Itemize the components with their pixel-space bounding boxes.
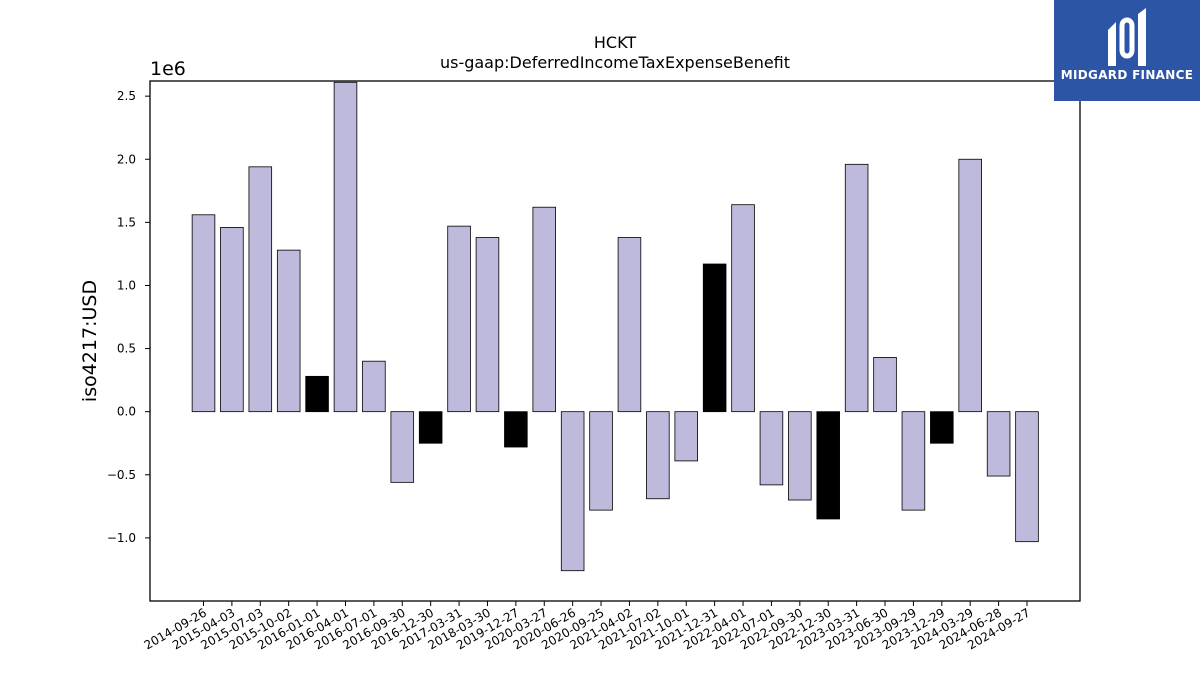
bar-2021-12-31 — [702, 263, 727, 413]
bar-2015-10-02 — [276, 249, 301, 413]
bars-group — [191, 81, 1039, 572]
bar-2019-12-27 — [504, 411, 528, 448]
bar-2021-04-02 — [617, 237, 642, 413]
bar-2024-09-27 — [1015, 411, 1039, 543]
brand-logo: MIDGARD FINANCE — [1054, 0, 1200, 101]
plot-frame — [149, 80, 1081, 602]
bar-2016-01-01 — [305, 375, 329, 413]
bar-2021-07-02 — [646, 411, 670, 500]
bar-2014-09-26 — [191, 214, 216, 413]
y-tick-label: −1.0 — [107, 531, 136, 545]
brand-name: MIDGARD FINANCE — [1060, 68, 1194, 82]
bar-2018-03-30 — [475, 237, 500, 413]
bar-2015-04-03 — [220, 227, 244, 413]
bar-2016-07-01 — [362, 360, 386, 413]
bar-2024-06-28 — [986, 411, 1011, 477]
y-tick-label: 1.0 — [117, 278, 136, 292]
midgard-logo-icon — [1108, 8, 1146, 66]
bar-2017-03-31 — [447, 225, 471, 413]
bar-2022-07-01 — [759, 411, 784, 486]
bar-2022-09-30 — [788, 411, 812, 501]
bar-2016-12-30 — [418, 411, 443, 444]
bar-2020-03-27 — [532, 206, 557, 413]
y-tick-label: 1.5 — [117, 215, 136, 229]
bar-2024-03-29 — [958, 158, 982, 413]
bar-2023-12-29 — [930, 411, 954, 444]
y-tick-label: 2.5 — [117, 89, 136, 103]
y-axis-scale-label: 1e6 — [150, 58, 186, 80]
bar-2022-04-01 — [731, 204, 755, 413]
bar-2020-06-26 — [560, 411, 585, 572]
bar-2023-06-30 — [873, 357, 897, 413]
bar-2015-07-03 — [248, 166, 273, 413]
y-tick-label: −0.5 — [107, 468, 136, 482]
y-axis-ticks: −1.0 −0.5 0.0 0.5 1.0 1.5 2.0 2.5 — [107, 89, 150, 545]
chart-subtitle: us-gaap:DeferredIncomeTaxExpenseBenefit — [440, 53, 790, 72]
bar-2016-09-30 — [390, 411, 415, 483]
bar-2016-04-01 — [333, 81, 358, 413]
chart-title: HCKT — [594, 33, 636, 52]
y-tick-label: 0.5 — [117, 342, 136, 356]
y-tick-label: 2.0 — [117, 152, 136, 166]
x-axis-ticks: 2014-09-262015-04-032015-07-032015-10-02… — [142, 601, 1033, 652]
y-axis-label: iso4217:USD — [79, 280, 101, 402]
bar-2022-12-30 — [816, 411, 840, 520]
bar-2021-10-01 — [674, 411, 698, 462]
bar-2023-03-31 — [844, 163, 869, 413]
y-tick-label: 0.0 — [117, 405, 136, 419]
bar-2020-09-25 — [589, 411, 613, 511]
bar-2023-09-29 — [901, 411, 926, 511]
